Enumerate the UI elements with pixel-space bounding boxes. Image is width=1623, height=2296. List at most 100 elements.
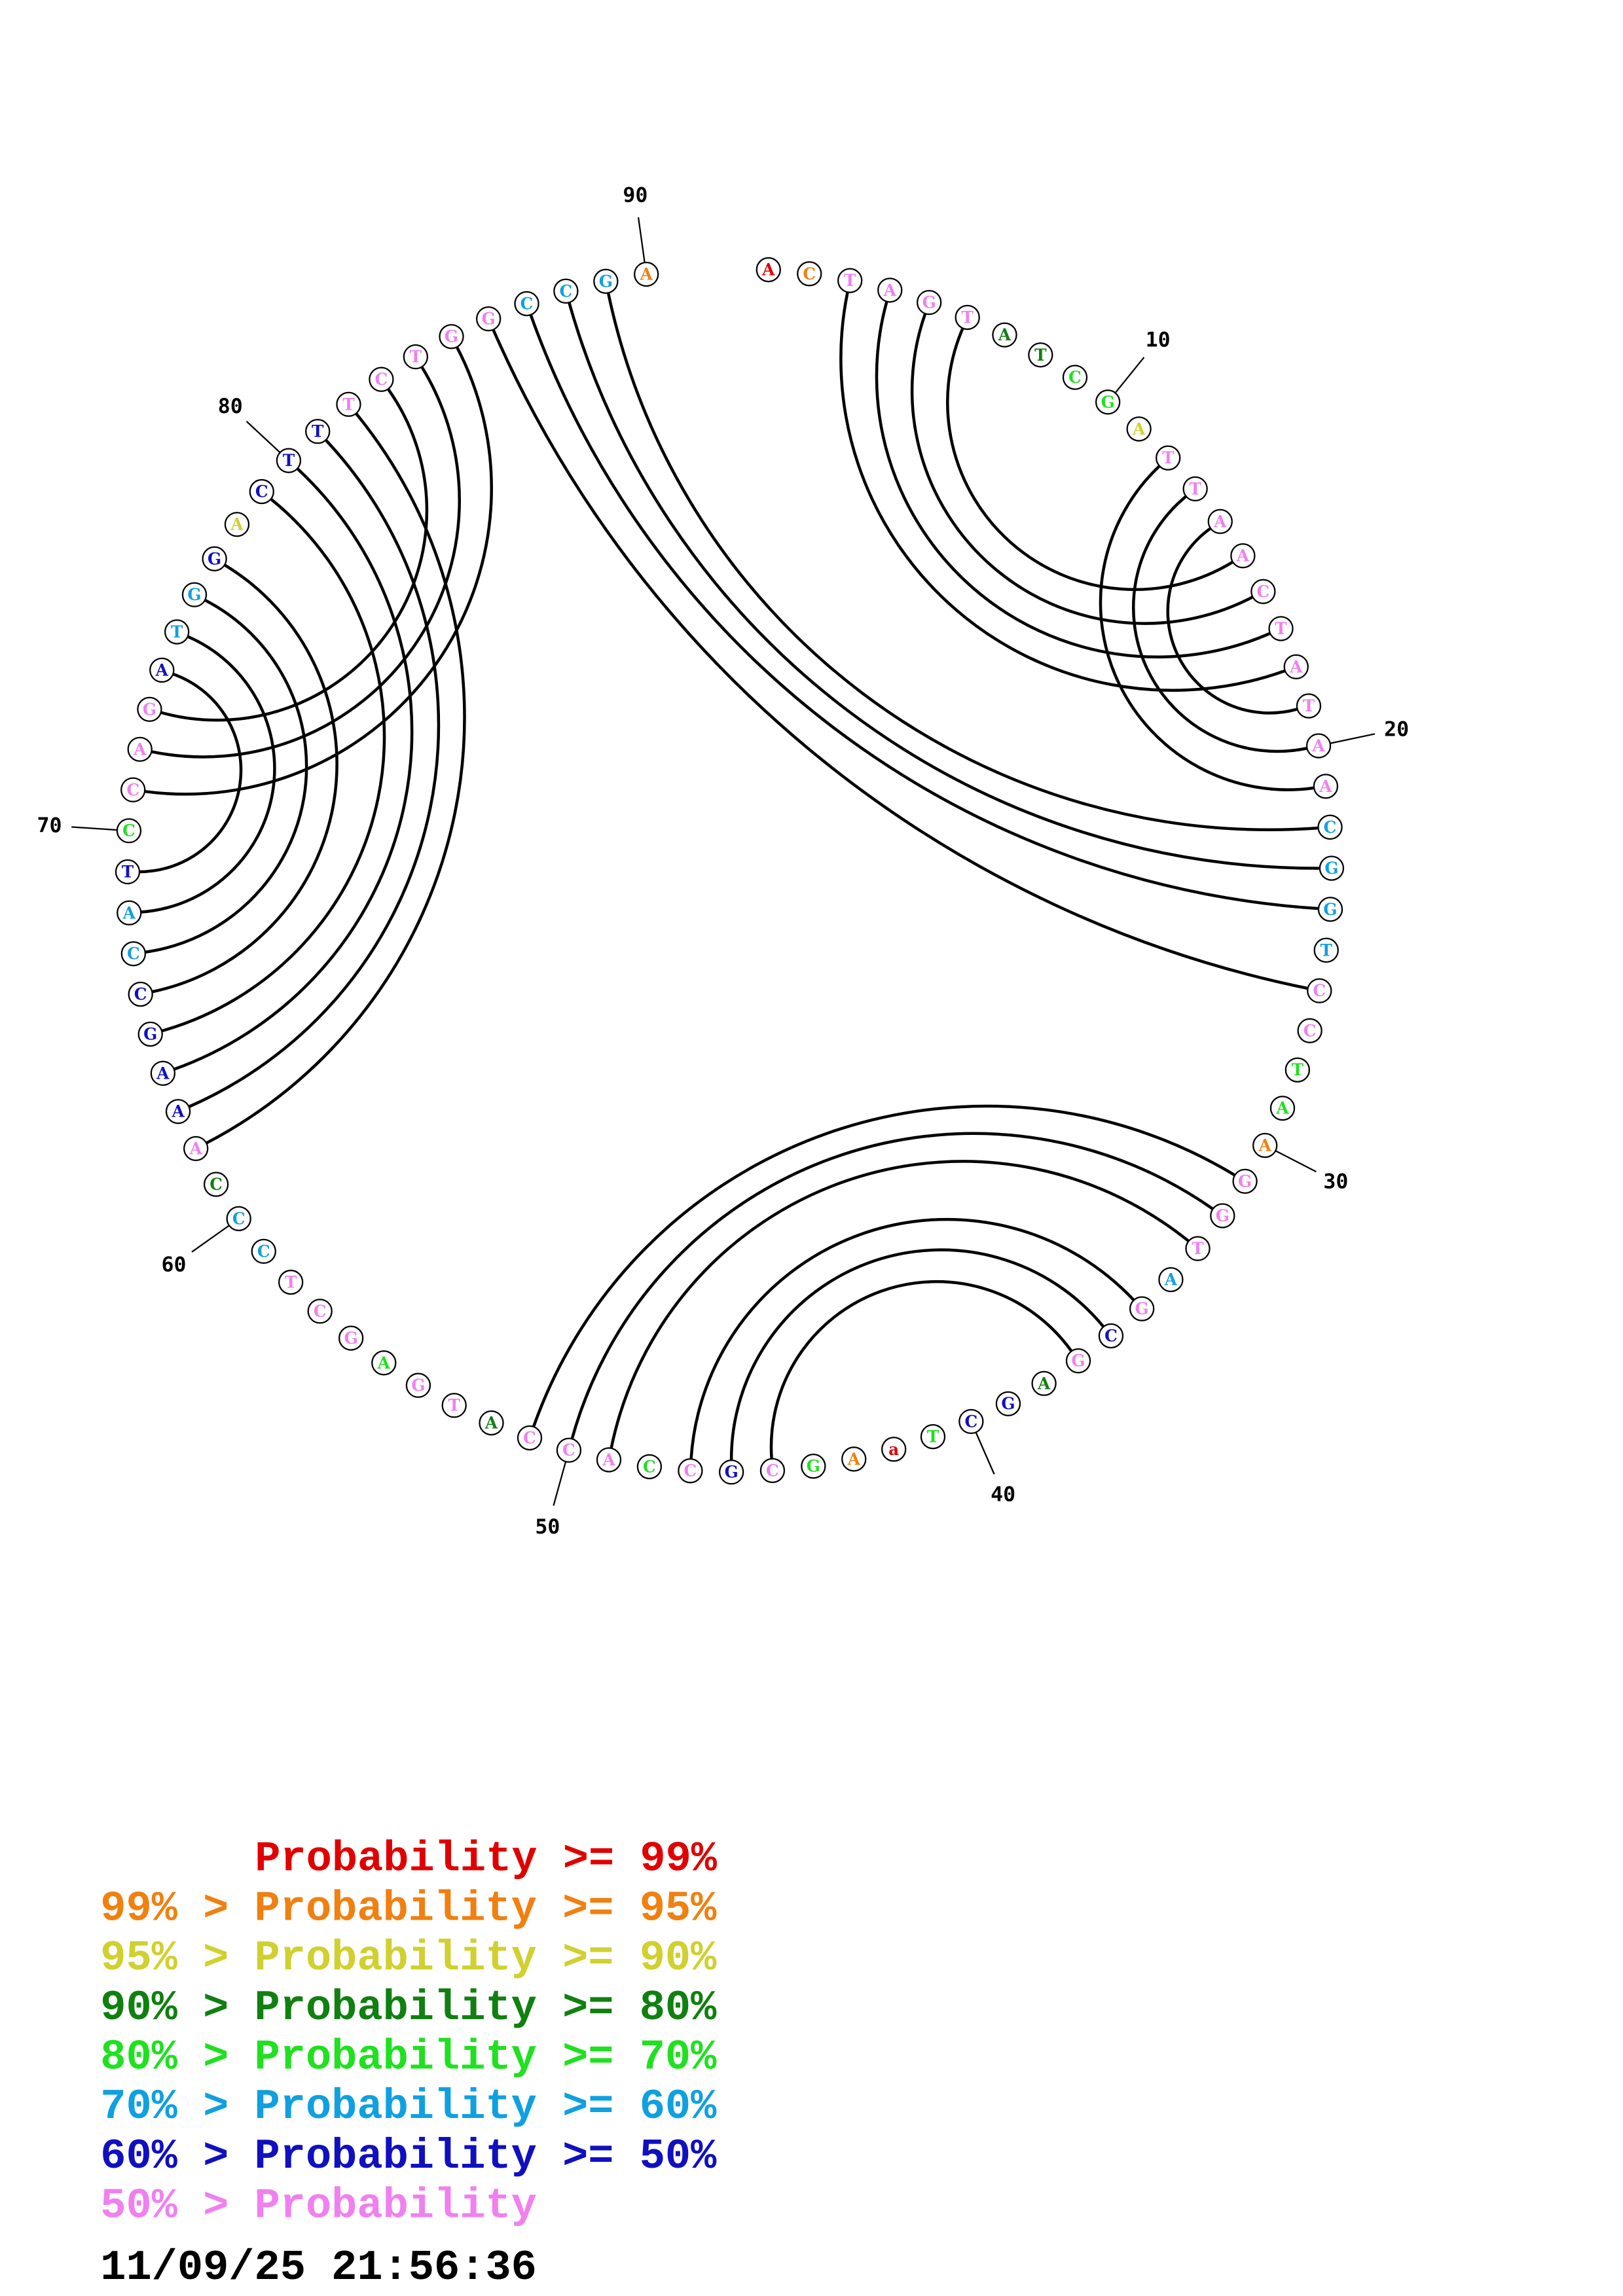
pair-arc [529,314,1319,910]
nucleotide-letter: G [725,1463,739,1482]
nucleotide-circle [837,268,863,293]
legend-row: 90% > Probability >= 80% [100,1984,717,2032]
nucleotide-circle [338,1325,364,1351]
position-label: 70 [37,814,62,837]
position-tick [975,1431,995,1475]
nucleotide-letter: A [1236,547,1250,565]
nucleotide-letter: T [285,1273,297,1292]
position-label: 80 [218,395,243,418]
nucleotide-letter: C [523,1428,536,1447]
nucleotide-circle [137,696,162,722]
nucleotide-letter: A [484,1414,498,1433]
nucleotide-circle [1095,389,1121,415]
position-tick [191,1225,230,1253]
nucleotide-letter: A [171,1102,185,1121]
nucleotide-circle [1252,1132,1278,1158]
nucleotide-circle [183,1136,209,1162]
nucleotide-letter: C [122,821,136,840]
pair-arc [145,598,308,954]
nucleotide-circle [995,1391,1021,1416]
position-label: 60 [161,1253,186,1276]
nucleotide-circle [476,306,501,332]
pair-arc [1131,495,1307,753]
timestamp: 11/09/25 21:56:36 [100,2244,537,2292]
nucleotide-circle [120,777,146,802]
nucleotide-circle [403,344,429,370]
nucleotide-circle [1065,1348,1091,1374]
nucleotide-circle [1129,1296,1155,1321]
pair-arc [606,292,1319,831]
nucleotide-letter: G [411,1376,425,1395]
legend-row: 50% > Probability [100,2182,537,2231]
pair-arc [1166,527,1298,715]
pair-arc [160,388,429,722]
nucleotide-letter: A [998,325,1012,344]
legend-row: 70% > Probability >= 60% [100,2083,717,2131]
nucleotide-circle [1156,445,1181,471]
nucleotide-letter: T [1303,696,1315,715]
nucleotide-letter: G [1135,1299,1149,1318]
nucleotide-circle [441,1393,467,1418]
nucleotide-letter: G [445,327,458,346]
nucleotide-circle [1317,897,1343,922]
nucleotide-letter: a [888,1440,899,1459]
pair-arc [910,313,1254,625]
nucleotide-letter: G [922,293,936,312]
pair-arc [1099,465,1315,791]
nucleotide-circle [1182,476,1208,502]
nucleotide-circle [224,512,250,537]
position-label: 40 [991,1482,1015,1506]
nucleotide-letter: A [847,1450,861,1469]
nucleotide-circle [877,278,903,303]
nucleotide-letter: A [1132,420,1146,439]
nucleotide-letter: C [643,1457,656,1476]
nucleotide-circle [1269,1096,1296,1121]
nucleotide-circle [958,1408,984,1435]
nucleotide-circle [117,900,142,925]
nucleotide-letter: T [961,308,974,327]
nucleotide-letter: C [255,482,268,501]
position-label: 10 [1146,329,1171,352]
nucleotide-letter: A [1258,1136,1272,1155]
nucleotide-letter: G [807,1457,820,1476]
nucleotide-letter: A [1289,657,1303,676]
legend: Probability >= 99%99% > Probability >= 9… [100,1835,718,2231]
nucleotide-circle [1210,1203,1235,1229]
nucleotide-circle [920,1424,946,1450]
nucleotide-circle [992,322,1017,348]
position-tick [1330,733,1376,744]
nucleotide-circle [678,1458,703,1484]
nucleotide-letter: C [210,1175,223,1194]
position-tick [1275,1150,1317,1173]
nucleotide-circle [369,367,394,392]
nucleotide-circle [1028,342,1053,368]
position-tick [637,217,646,263]
pair-arc [151,366,461,759]
nucleotide-letter: T [927,1427,939,1446]
nucleotide-letter: A [189,1139,203,1158]
nucleotide-letter: G [1001,1394,1015,1413]
nucleotide-circle [514,291,539,317]
nucleotide-letter: T [844,271,856,290]
nucleotides: A C TAGTATCGATTAACTATAACGGTCCTAAGGTAGCGAGC… [115,257,1345,1485]
pair-arc [570,1132,1214,1439]
nucleotide-circle [405,1372,431,1398]
nucleotide-circle [955,304,980,331]
nucleotide-circle [149,657,175,683]
nucleotide-circle [276,448,302,473]
nucleotide-circle [1268,616,1294,641]
nucleotide-circle [127,736,153,762]
nucleotide-letter: C [1256,582,1269,601]
nucleotide-circle [1313,774,1339,799]
nucleotide-letter: T [171,622,183,641]
nucleotide-letter: T [1162,448,1175,467]
nucleotide-letter: C [1324,817,1337,836]
nucleotide-letter: C [1068,368,1082,387]
nucleotide-circle [636,1454,663,1480]
nucleotide-letter: T [122,863,134,882]
nucleotide-letter: A [122,903,136,922]
nucleotide-circle [305,418,331,444]
nucleotide-circle [1305,733,1332,759]
nucleotide-circle [203,1172,229,1197]
nucleotide-circle [634,261,659,287]
